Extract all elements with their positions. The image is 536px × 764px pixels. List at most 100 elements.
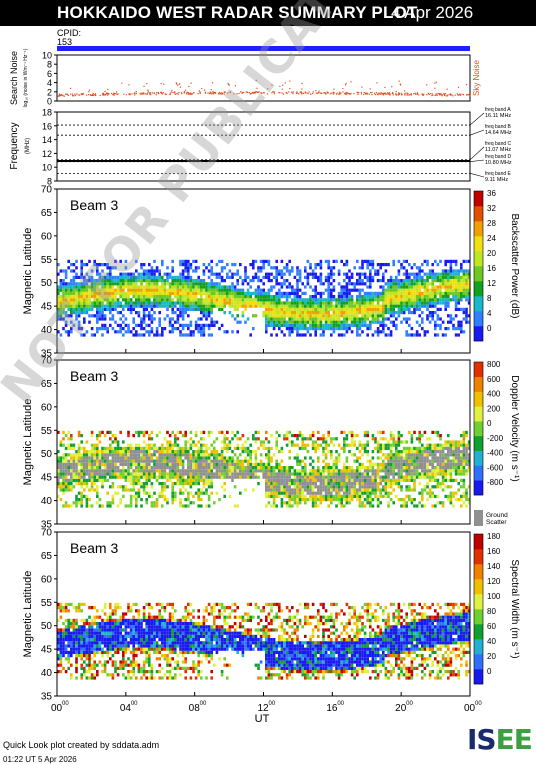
power-cell (265, 308, 268, 311)
power-cell (408, 324, 411, 327)
power-cell (450, 269, 453, 272)
velocity-cell (223, 456, 226, 459)
power-cell (140, 317, 143, 320)
noise-point (370, 92, 371, 93)
power-cell (325, 289, 328, 292)
power-colorbar-seg (474, 296, 483, 311)
power-cell (398, 279, 401, 282)
velocity-cell (145, 498, 148, 501)
velocity-cell (229, 460, 232, 463)
velocity-cell (192, 456, 195, 459)
power-cell (348, 298, 351, 301)
power-cell (210, 311, 213, 314)
velocity-cell (379, 437, 382, 440)
power-cell (382, 311, 385, 314)
power-cell (257, 301, 260, 304)
velocity-cell (265, 466, 268, 469)
velocity-cell (148, 472, 151, 475)
power-cell (195, 324, 198, 327)
velocity-cell (283, 472, 286, 475)
power-cell (333, 321, 336, 324)
power-cell (379, 285, 382, 288)
velocity-cell (125, 479, 128, 482)
power-cell (450, 285, 453, 288)
power-cell (366, 327, 369, 330)
power-cell (460, 285, 463, 288)
velocity-cell (218, 466, 221, 469)
power-cell (190, 308, 193, 311)
noise-point (437, 95, 438, 96)
velocity-cell (286, 501, 289, 504)
velocity-cell (96, 472, 99, 475)
power-cell (106, 330, 109, 333)
power-cell (359, 295, 362, 298)
power-cell (314, 311, 317, 314)
velocity-cell (213, 466, 216, 469)
velocity-cell (309, 472, 312, 475)
velocity-cell (265, 453, 268, 456)
power-cell (145, 308, 148, 311)
power-cell (174, 289, 177, 292)
velocity-cell (392, 482, 395, 485)
velocity-cell (114, 472, 117, 475)
power-cell (260, 298, 263, 301)
velocity-cell (119, 472, 122, 475)
velocity-cell (369, 498, 372, 501)
power-cell (403, 317, 406, 320)
velocity-cell (299, 501, 302, 504)
noise-point (469, 95, 470, 96)
velocity-cell (78, 482, 81, 485)
velocity-cell (132, 482, 135, 485)
power-cell (182, 324, 185, 327)
velocity-cell (117, 466, 120, 469)
noise-point (161, 93, 162, 94)
velocity-cell (244, 472, 247, 475)
power-cell (291, 289, 294, 292)
noise-point (142, 93, 143, 94)
noise-point (107, 95, 108, 96)
power-cell (270, 308, 273, 311)
velocity-cell (67, 472, 70, 475)
power-cell (106, 327, 109, 330)
velocity-cell (356, 498, 359, 501)
velocity-cell (205, 447, 208, 450)
velocity-cell (127, 476, 130, 479)
power-cell (283, 311, 286, 314)
power-cell (307, 321, 310, 324)
power-cell (187, 285, 190, 288)
noise-point (114, 93, 115, 94)
power-cell (320, 327, 323, 330)
velocity-cell (366, 440, 369, 443)
velocity-cell (379, 463, 382, 466)
power-cell (161, 292, 164, 295)
velocity-cell (343, 498, 346, 501)
velocity-cell (255, 437, 258, 440)
velocity-cell (130, 479, 133, 482)
power-cell (291, 327, 294, 330)
velocity-cell (70, 444, 73, 447)
power-ytick-label: 55 (41, 255, 53, 266)
power-cell (291, 298, 294, 301)
power-cell (135, 285, 138, 288)
power-cell (268, 279, 271, 282)
noise-point (76, 93, 77, 94)
noise-point (345, 83, 346, 84)
power-cell (457, 289, 460, 292)
power-cell (348, 276, 351, 279)
power-cell (145, 276, 148, 279)
power-cell (301, 292, 304, 295)
velocity-cell (346, 460, 349, 463)
velocity-cell (101, 482, 104, 485)
velocity-cell (301, 498, 304, 501)
velocity-cell (156, 434, 159, 437)
noise-point (184, 91, 185, 92)
velocity-cell (200, 450, 203, 453)
power-cell (463, 289, 466, 292)
power-cell (288, 330, 291, 333)
velocity-cell (304, 447, 307, 450)
velocity-cell (70, 482, 73, 485)
power-cell (351, 289, 354, 292)
velocity-cell (226, 444, 229, 447)
power-cell (177, 282, 180, 285)
power-cell (127, 301, 130, 304)
